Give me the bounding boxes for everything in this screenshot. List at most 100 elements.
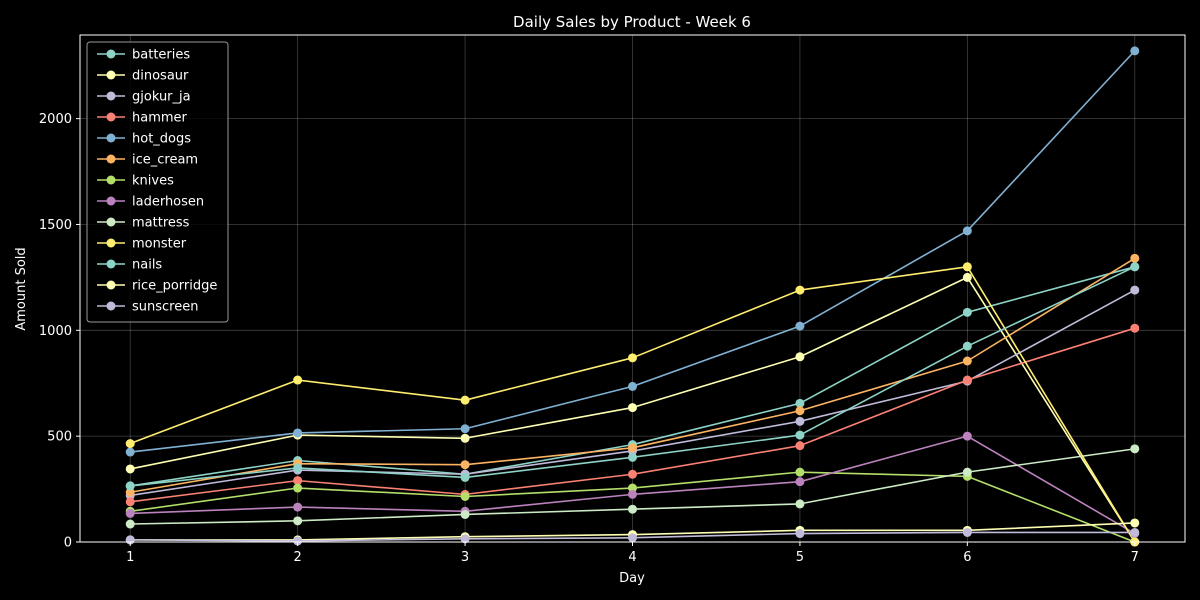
legend-label: laderhosen xyxy=(132,195,204,210)
data-point-hammer xyxy=(293,476,303,486)
data-point-hot_dogs xyxy=(460,424,470,434)
data-point-sunscreen xyxy=(460,534,470,544)
data-point-batteries xyxy=(795,398,805,408)
x-tick-label: 1 xyxy=(126,550,134,565)
x-tick-label: 7 xyxy=(1131,550,1139,565)
legend-marker xyxy=(106,238,116,248)
data-point-dinosaur xyxy=(460,433,470,443)
data-point-ice_cream xyxy=(628,443,637,453)
chart-title: Daily Sales by Product - Week 6 xyxy=(513,13,751,31)
data-point-ice_cream xyxy=(962,356,972,366)
data-point-monster xyxy=(628,353,637,363)
legend-label: rice_porridge xyxy=(132,279,217,294)
data-point-dinosaur xyxy=(962,272,972,282)
data-point-laderhosen xyxy=(962,431,972,441)
data-point-monster xyxy=(962,262,972,272)
data-point-mattress xyxy=(1130,444,1140,454)
x-axis: 1 2 3 4 5 6 7 xyxy=(126,542,1139,565)
y-tick-label: 1000 xyxy=(39,324,72,339)
data-point-monster xyxy=(293,375,303,385)
data-point-laderhosen xyxy=(125,508,135,518)
legend-marker xyxy=(106,154,116,164)
legend-marker xyxy=(106,112,116,122)
data-point-hot_dogs xyxy=(1130,46,1140,56)
legend-label: sunscreen xyxy=(132,300,198,315)
y-axis: 0 500 1000 1500 2000 xyxy=(39,112,80,551)
y-axis-label: Amount Sold xyxy=(14,247,29,330)
legend-marker xyxy=(106,280,116,290)
data-point-nails xyxy=(293,463,303,473)
data-point-mattress xyxy=(293,516,303,526)
data-point-nails xyxy=(628,452,637,462)
x-tick-label: 4 xyxy=(628,550,636,565)
data-point-ice_cream xyxy=(1130,253,1140,263)
data-point-hammer xyxy=(628,469,637,479)
data-point-knives xyxy=(460,491,470,501)
legend-marker xyxy=(106,91,116,101)
data-point-monster xyxy=(795,285,805,295)
data-point-hammer xyxy=(125,497,135,507)
data-point-mattress xyxy=(795,499,805,509)
data-point-nails xyxy=(962,341,972,351)
legend-marker xyxy=(106,259,116,269)
data-point-laderhosen xyxy=(293,502,303,512)
legend-label: ice_cream xyxy=(132,153,198,168)
data-point-knives xyxy=(795,467,805,477)
data-point-monster xyxy=(125,439,135,449)
y-tick-label: 0 xyxy=(64,536,72,551)
data-point-sunscreen xyxy=(293,536,303,546)
legend-marker xyxy=(106,133,116,143)
data-point-laderhosen xyxy=(795,477,805,487)
data-point-mattress xyxy=(460,509,470,519)
x-tick-label: 3 xyxy=(461,550,469,565)
legend-label: hammer xyxy=(132,111,188,126)
data-point-hot_dogs xyxy=(795,321,805,331)
data-point-dinosaur xyxy=(795,352,805,362)
data-point-mattress xyxy=(628,504,637,514)
data-point-knives xyxy=(293,483,303,493)
data-point-sunscreen xyxy=(1130,527,1140,537)
data-point-dinosaur xyxy=(125,464,135,474)
data-point-ice_cream xyxy=(125,487,135,497)
data-point-hammer xyxy=(962,375,972,385)
data-point-nails xyxy=(125,481,135,491)
legend-label: mattress xyxy=(132,216,190,231)
data-point-gjokur_ja xyxy=(795,416,805,426)
data-point-monster xyxy=(460,395,470,405)
data-point-mattress xyxy=(962,467,972,477)
legend-marker xyxy=(106,49,116,59)
x-tick-label: 2 xyxy=(294,550,302,565)
data-point-hot_dogs xyxy=(293,428,303,438)
data-point-nails xyxy=(795,430,805,440)
data-point-ice_cream xyxy=(460,460,470,470)
legend-marker xyxy=(106,70,116,80)
x-tick-label: 5 xyxy=(796,550,804,565)
x-axis-label: Day xyxy=(619,571,645,586)
legend-label: knives xyxy=(132,174,174,189)
legend-marker xyxy=(106,301,116,311)
data-point-hot_dogs xyxy=(962,226,972,236)
legend-marker xyxy=(106,196,116,206)
data-point-knives xyxy=(628,483,637,493)
data-point-dinosaur xyxy=(628,403,637,413)
data-point-ice_cream xyxy=(795,406,805,416)
data-point-rice_porridge xyxy=(1130,518,1140,528)
series-points xyxy=(125,46,1140,547)
y-tick-label: 500 xyxy=(47,430,72,445)
legend-label: hot_dogs xyxy=(132,132,191,147)
legend-label: nails xyxy=(132,258,162,273)
legend-label: batteries xyxy=(132,48,190,63)
data-point-hammer xyxy=(1130,323,1140,333)
data-point-sunscreen xyxy=(795,529,805,539)
data-point-batteries xyxy=(962,307,972,317)
legend-label: dinosaur xyxy=(132,69,189,84)
data-point-hammer xyxy=(795,441,805,451)
legend-box xyxy=(86,41,229,323)
data-point-gjokur_ja xyxy=(1130,285,1140,295)
data-point-nails xyxy=(1130,262,1140,272)
legend-marker xyxy=(106,175,116,185)
legend-label: monster xyxy=(132,237,187,252)
data-point-sunscreen xyxy=(628,533,637,543)
